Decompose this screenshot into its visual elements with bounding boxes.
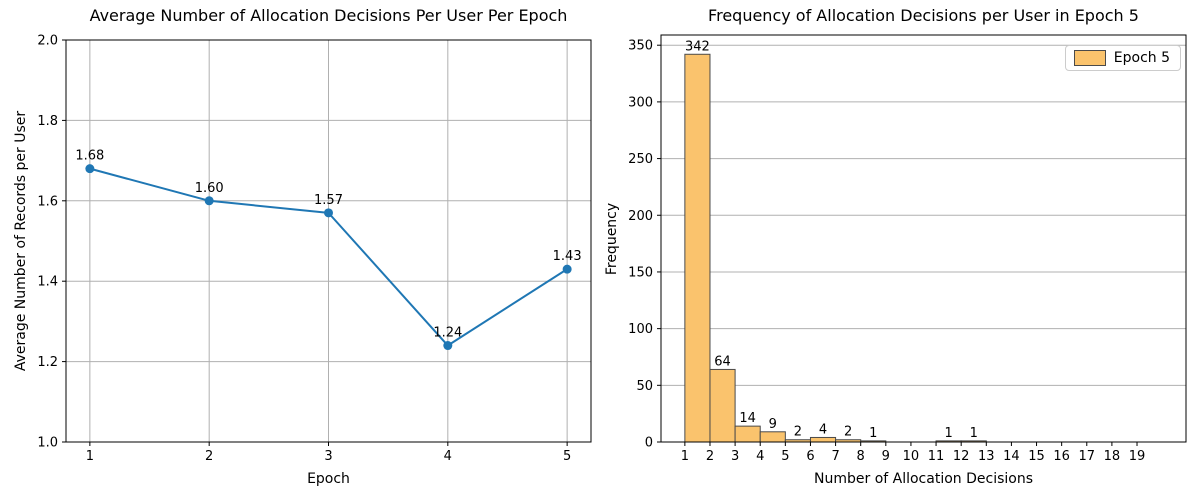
x-tick-label: 10	[903, 449, 920, 464]
y-tick-label: 0	[645, 436, 653, 451]
x-tick-label: 1	[86, 449, 94, 464]
x-tick-label: 8	[857, 449, 865, 464]
histogram-bar	[684, 53, 711, 443]
chart-title: Average Number of Allocation Decisions P…	[89, 6, 568, 25]
bar-value-label: 14	[739, 411, 756, 426]
legend-label: Epoch 5	[1113, 50, 1170, 66]
data-point-label: 1.24	[433, 326, 462, 341]
bar-value-label: 64	[714, 354, 731, 369]
x-tick-label: 11	[928, 449, 945, 464]
line-plot-area: 1.68 1.60 1.57 1.24 1.43 1 2 3 4 5 1.0 1.2 1.4 1.6 1.8…	[37, 34, 592, 464]
y-tick-label: 1.6	[37, 194, 58, 209]
x-tick-label: 1	[681, 449, 689, 464]
data-point-marker	[562, 264, 572, 274]
data-point-marker	[324, 208, 333, 218]
x-tick-label: 12	[953, 449, 970, 464]
bar-value-label: 1	[970, 426, 978, 441]
x-tick-label: 15	[1028, 449, 1045, 464]
y-tick-label: 150	[628, 265, 653, 280]
x-tick-label: 3	[324, 449, 332, 464]
data-point-label: 1.57	[314, 193, 343, 208]
data-point-marker	[443, 341, 453, 351]
chart-title: Frequency of Allocation Decisions per Us…	[708, 6, 1139, 25]
x-tick-label: 9	[882, 449, 890, 464]
bar-value-label: 1	[944, 426, 952, 441]
data-point-marker	[204, 196, 214, 206]
axes-spines	[660, 34, 1187, 443]
x-tick-label: 3	[731, 449, 739, 464]
x-axis-label: Epoch	[307, 471, 350, 487]
x-tick-label: 17	[1079, 449, 1096, 464]
bar-value-label: 1	[869, 426, 877, 441]
y-tick-label: 250	[628, 152, 653, 167]
y-tick-label: 200	[628, 209, 653, 224]
data-point-marker	[85, 164, 95, 174]
bar-value-label: 342	[685, 39, 710, 54]
y-tick-label: 50	[636, 379, 653, 394]
x-tick-label: 13	[978, 449, 995, 464]
legend-swatch-epoch-5	[1073, 50, 1106, 66]
histogram-bar	[759, 431, 786, 443]
legend: Epoch 5	[1064, 45, 1181, 71]
x-tick-label: 16	[1053, 449, 1070, 464]
y-tick-label: 1.4	[37, 275, 58, 290]
x-tick-label: 4	[756, 449, 764, 464]
y-tick-label: 1.8	[37, 114, 58, 129]
x-tick-label: 5	[563, 449, 571, 464]
x-tick-label: 2	[706, 449, 714, 464]
y-tick-label: 350	[628, 39, 653, 54]
data-point-label: 1.60	[195, 181, 224, 196]
y-tick-label: 1.2	[37, 355, 58, 370]
histogram-bar	[709, 368, 736, 443]
histogram-bar	[809, 436, 837, 443]
y-tick-label: 300	[628, 95, 653, 110]
x-tick-label: 2	[205, 449, 213, 464]
bar-value-label: 4	[819, 422, 827, 437]
x-axis-label: Number of Allocation Decisions	[814, 471, 1033, 487]
x-tick-label: 7	[831, 449, 839, 464]
x-tick-label: 19	[1129, 449, 1146, 464]
bar-value-label: 9	[769, 417, 777, 432]
data-point-label: 1.43	[553, 249, 582, 264]
x-tick-label: 4	[444, 449, 452, 464]
y-tick-label: 1.0	[37, 436, 58, 451]
x-tick-label: 5	[781, 449, 789, 464]
x-tick-label: 14	[1003, 449, 1020, 464]
x-tick-label: 18	[1104, 449, 1121, 464]
histogram-bar	[734, 425, 761, 443]
x-tick-label: 6	[806, 449, 814, 464]
y-tick-label: 2.0	[37, 34, 58, 49]
bar-value-label: 2	[844, 425, 852, 440]
data-point-label: 1.68	[75, 149, 104, 164]
y-tick-label: 100	[628, 322, 653, 337]
bar-value-label: 2	[794, 425, 802, 440]
